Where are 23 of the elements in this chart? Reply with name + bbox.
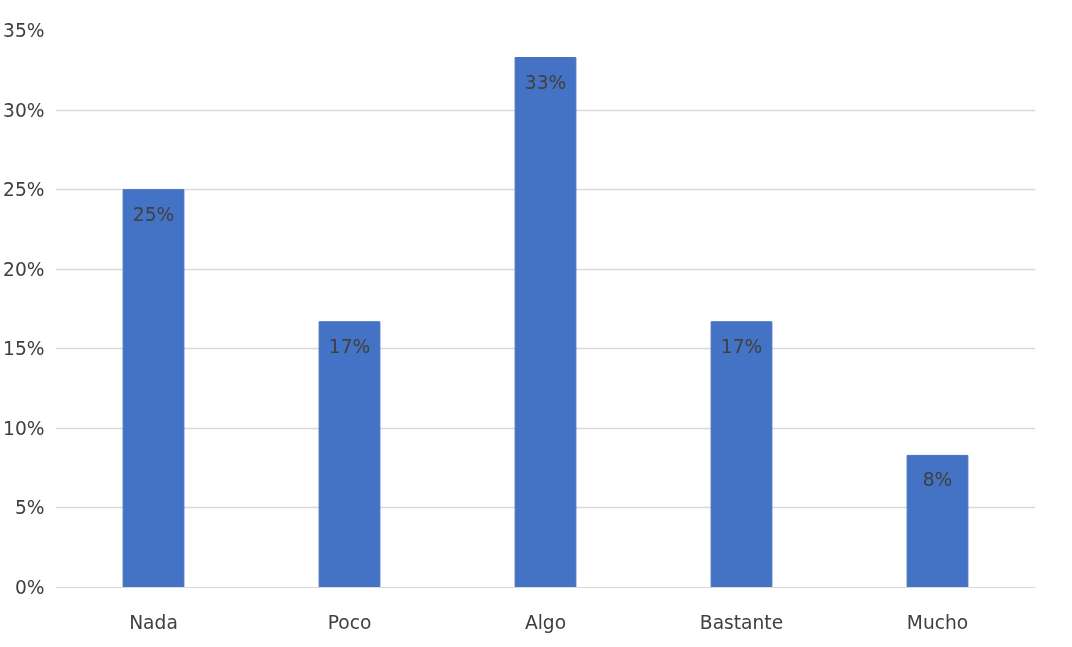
y-tick-label: 35% — [3, 20, 45, 41]
data-label: 17% — [328, 335, 371, 357]
bar — [710, 321, 773, 588]
y-tick-label: 15% — [3, 338, 45, 360]
y-tick-label: 20% — [3, 258, 45, 280]
y-tick-label: 10% — [3, 417, 45, 439]
bar — [122, 189, 185, 588]
x-tick-label: Nada — [129, 611, 178, 633]
data-label: 33% — [524, 71, 567, 93]
y-tick-label: 0% — [14, 577, 45, 598]
bar — [318, 321, 381, 588]
bar — [514, 57, 577, 588]
data-label: 17% — [720, 335, 763, 357]
x-tick-label: Mucho — [906, 611, 969, 633]
y-tick-label: 30% — [3, 99, 45, 121]
data-label: 8% — [922, 469, 953, 491]
x-tick-label: Algo — [524, 611, 567, 633]
data-label: 25% — [132, 203, 175, 225]
y-tick-label: 5% — [14, 497, 45, 519]
y-tick-label: 25% — [3, 179, 45, 201]
x-tick-label: Bastante — [699, 611, 784, 633]
bar — [906, 454, 969, 588]
x-tick-label: Poco — [327, 611, 372, 633]
